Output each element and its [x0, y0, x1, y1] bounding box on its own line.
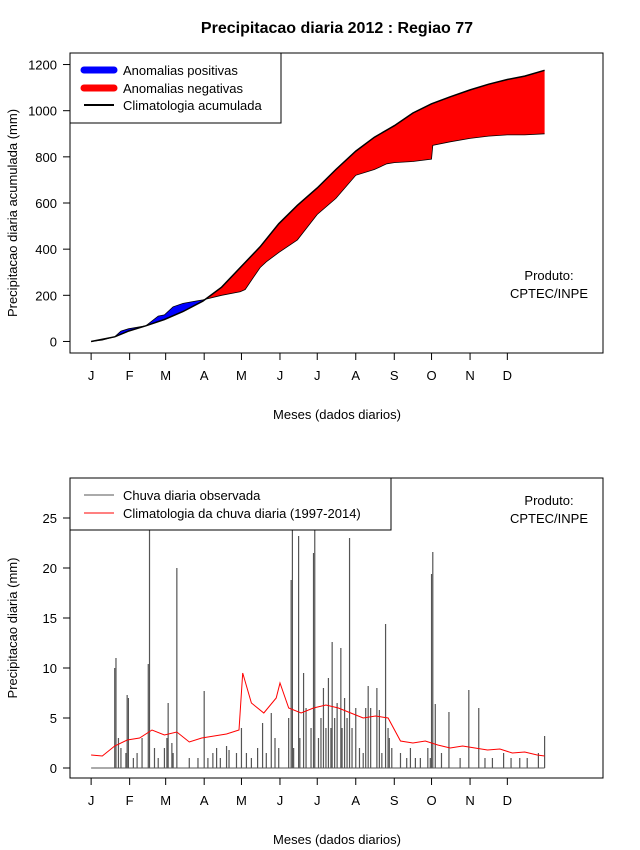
y-tick-label: 1200: [28, 58, 57, 73]
x-tick-label: F: [126, 793, 134, 808]
x-tick-label: F: [126, 368, 134, 383]
y-axis: 0 200 400 600 800 1000 1200: [28, 58, 70, 349]
y-tick-label: 0: [50, 334, 57, 349]
x-tick-label: S: [390, 368, 399, 383]
x-tick-label: A: [200, 368, 209, 383]
x-tick-label: M: [160, 793, 171, 808]
negative-anomaly-area: [205, 70, 545, 300]
y-tick-label: 10: [43, 661, 57, 676]
product-source: CPTEC/INPE: [510, 511, 588, 526]
x-tick-label: J: [88, 368, 95, 383]
chart-title: Precipitacao diaria 2012 : Regiao 77: [201, 20, 473, 37]
daily-panel: 0 5 10 15 20 25 J F M A M J J A S O N D Precipitacao dia…: [5, 477, 604, 847]
y-tick-label: 15: [43, 611, 57, 626]
y-axis-label: Precipitacao diaria (mm): [5, 558, 20, 699]
x-tick-label: M: [236, 793, 247, 808]
legend: Chuva diaria observada Climatologia da c…: [69, 477, 392, 531]
x-tick-label: D: [503, 793, 512, 808]
y-tick-label: 600: [35, 196, 57, 211]
legend-box: [69, 477, 392, 531]
daily-climatology-line: [91, 672, 545, 757]
x-axis-label: Meses (dados diarios): [273, 407, 401, 422]
x-axis-label: Meses (dados diarios): [273, 832, 401, 847]
cumulative-lines: [90, 69, 545, 343]
y-tick-label: 1000: [28, 104, 57, 119]
x-tick-label: D: [503, 368, 512, 383]
legend-label-negative: Anomalias negativas: [123, 81, 243, 96]
y-tick-label: 25: [43, 511, 57, 526]
product-source: CPTEC/INPE: [510, 286, 588, 301]
y-tick-label: 20: [43, 561, 57, 576]
x-tick-label: O: [426, 368, 436, 383]
daily-bars: [91, 518, 546, 769]
daily-lines: [91, 672, 545, 757]
legend-label-positive: Anomalias positivas: [123, 63, 238, 78]
product-label: Produto:: [524, 493, 573, 508]
climatology-cumulative-line: [90, 69, 545, 343]
x-tick-label: M: [236, 368, 247, 383]
legend-label-climatology: Climatologia da chuva diaria (1997-2014): [123, 506, 361, 521]
observed-cumulative-line: [91, 133, 545, 342]
x-tick-label: M: [160, 368, 171, 383]
y-tick-label: 200: [35, 288, 57, 303]
y-tick-label: 800: [35, 150, 57, 165]
x-tick-label: N: [465, 368, 474, 383]
x-tick-label: J: [277, 368, 284, 383]
product-label: Produto:: [524, 268, 573, 283]
x-tick-label: N: [465, 793, 474, 808]
legend: Anomalias positivas Anomalias negativas …: [69, 52, 282, 124]
x-tick-label: S: [390, 793, 399, 808]
x-tick-label: A: [351, 793, 360, 808]
y-tick-label: 400: [35, 242, 57, 257]
legend-label-observed: Chuva diaria observada: [123, 488, 261, 503]
y-tick-label: 5: [50, 711, 57, 726]
cumulative-panel: 0 200 400 600 800 1000 1200 J F M A M J J A S O N D Preci…: [5, 52, 604, 422]
x-tick-label: J: [277, 793, 284, 808]
y-axis: 0 5 10 15 20 25: [43, 511, 70, 776]
legend-label-climatology: Climatologia acumulada: [123, 98, 263, 113]
y-tick-label: 0: [50, 761, 57, 776]
x-tick-label: J: [314, 368, 321, 383]
y-axis-label: Precipitacao diaria acumulada (mm): [5, 109, 20, 317]
x-tick-label: J: [314, 793, 321, 808]
x-tick-label: A: [200, 793, 209, 808]
x-tick-label: A: [351, 368, 360, 383]
x-tick-label: J: [88, 793, 95, 808]
x-tick-label: O: [426, 793, 436, 808]
